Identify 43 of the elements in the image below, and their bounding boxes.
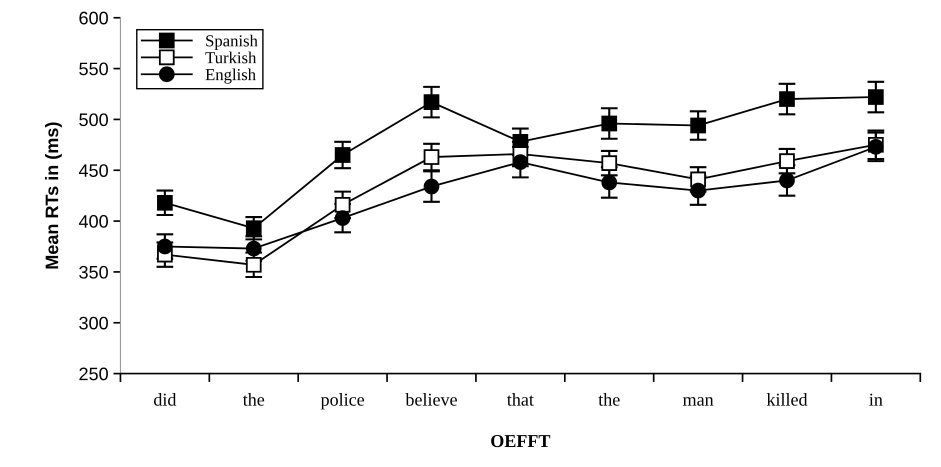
point	[690, 118, 706, 134]
point	[424, 149, 440, 165]
point	[246, 240, 262, 256]
y-tick-label: 500	[79, 113, 108, 126]
point	[246, 220, 262, 236]
point	[334, 147, 350, 163]
point	[690, 182, 706, 198]
point	[157, 238, 173, 254]
x-tick-label: in	[869, 394, 883, 406]
point	[601, 116, 618, 132]
x-tick-label: that	[507, 393, 534, 406]
legend-label: Spanish	[206, 34, 258, 50]
point	[424, 94, 440, 110]
x-tick-label: man	[682, 397, 714, 406]
y-tick-label: 350	[79, 266, 108, 279]
point	[157, 194, 173, 211]
x-tick-label: did	[154, 393, 176, 406]
point	[424, 178, 440, 194]
point	[334, 210, 350, 226]
point	[779, 153, 795, 169]
point	[601, 174, 618, 190]
y-tick-label: 400	[78, 215, 108, 228]
x-tick-label: believe	[405, 393, 457, 406]
point	[601, 155, 618, 171]
y-tick-label: 300	[79, 316, 108, 330]
y-tick-label: 550	[79, 62, 108, 76]
x-tick-label: police	[320, 393, 364, 410]
point	[779, 172, 795, 188]
y-axis-title: Mean RTs in (ms)	[45, 122, 62, 269]
y-tick-label: 450	[78, 164, 108, 177]
x-tick-label: killed	[766, 393, 808, 406]
point	[779, 91, 795, 107]
x-tick-label: the	[598, 393, 620, 406]
legend-label: Turkish	[205, 52, 256, 64]
point	[334, 196, 350, 213]
point	[868, 89, 884, 105]
point	[512, 154, 528, 170]
legend-label: English	[206, 68, 256, 84]
y-tick-label: 600	[79, 12, 108, 24]
y-tick-label: 250	[79, 368, 108, 380]
x-axis-title: OEFFT	[491, 434, 550, 448]
x-tick-label: the	[242, 393, 264, 406]
point	[246, 256, 262, 273]
